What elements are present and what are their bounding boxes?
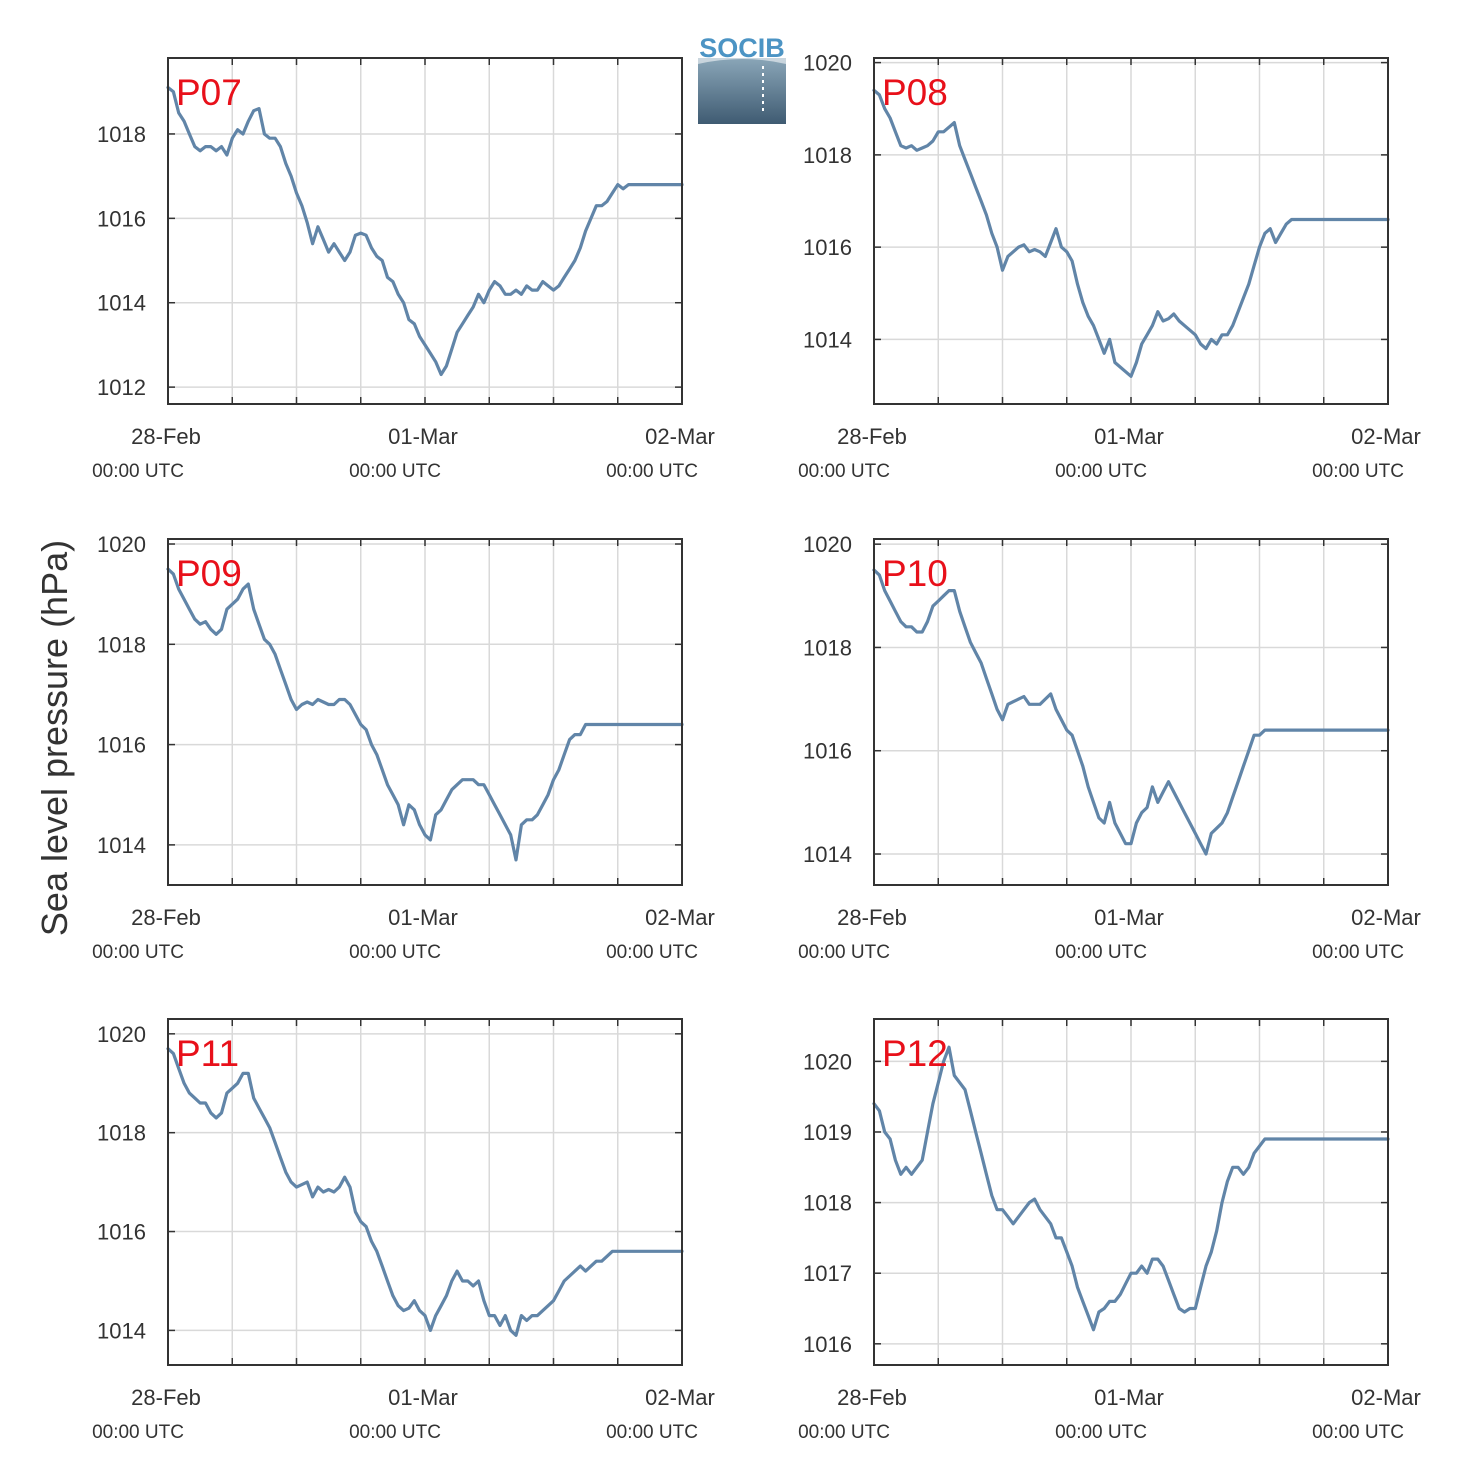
y-tick-label: 1014: [97, 1318, 146, 1343]
x-tick-sublabel: 00:00 UTC: [1055, 461, 1147, 482]
y-tick-label: 1020: [97, 1022, 146, 1047]
x-tick-sublabel: 00:00 UTC: [798, 1422, 890, 1443]
y-tick-label: 1016: [803, 739, 852, 764]
x-tick-sublabel: 00:00 UTC: [349, 942, 441, 963]
y-tick-label: 1018: [803, 635, 852, 660]
panel-p12: 1016 1017 1018 1019 1020 28-Feb 00:00 UTC 01-Ma…: [798, 1018, 1421, 1443]
y-tick-label: 1017: [803, 1261, 852, 1286]
x-tick-label: 02-Mar: [1351, 1385, 1421, 1410]
x-tick-label: 02-Mar: [645, 424, 715, 449]
station-label: P11: [176, 1033, 239, 1074]
socib-logo: SOCIB: [698, 33, 786, 124]
y-tick-label: 1020: [803, 51, 852, 76]
logo-text: SOCIB: [699, 33, 785, 63]
x-tick-sublabel: 00:00 UTC: [349, 1422, 441, 1443]
series-line: [872, 568, 1390, 856]
x-tick-label: 02-Mar: [645, 905, 715, 930]
x-tick-label: 28-Feb: [131, 1385, 201, 1410]
x-tick-sublabel: 00:00 UTC: [606, 942, 698, 963]
station-label: P07: [176, 72, 242, 113]
station-label: P12: [882, 1033, 948, 1074]
y-tick-label: 1016: [803, 1332, 852, 1357]
y-axis-label: Sea level pressure (hPa): [34, 540, 75, 936]
plot-frame: [167, 57, 683, 405]
x-tick-sublabel: 00:00 UTC: [606, 1422, 698, 1443]
x-tick-label: 28-Feb: [837, 905, 907, 930]
x-tick-sublabel: 00:00 UTC: [798, 461, 890, 482]
series-line: [872, 88, 1390, 378]
x-tick-sublabel: 00:00 UTC: [1055, 942, 1147, 963]
y-tick-label: 1016: [803, 235, 852, 260]
plot-frame: [167, 1018, 683, 1366]
y-tick-label: 1019: [803, 1120, 852, 1145]
y-tick-label: 1018: [97, 632, 146, 657]
x-tick-sublabel: 00:00 UTC: [92, 942, 184, 963]
x-tick-label: 02-Mar: [1351, 424, 1421, 449]
x-tick-label: 02-Mar: [645, 1385, 715, 1410]
y-tick-label: 1018: [97, 122, 146, 147]
x-tick-label: 28-Feb: [837, 1385, 907, 1410]
x-tick-label: 01-Mar: [1094, 424, 1164, 449]
y-tick-label: 1018: [803, 1191, 852, 1216]
y-tick-label: 1016: [97, 206, 146, 231]
plot-frame: [873, 1018, 1389, 1366]
x-tick-label: 28-Feb: [131, 424, 201, 449]
x-tick-sublabel: 00:00 UTC: [1312, 1422, 1404, 1443]
y-tick-label: 1020: [97, 532, 146, 557]
panel-p11: 1014 1016 1018 1020 28-Feb 00:00 UTC 01-Mar 00:…: [92, 1018, 715, 1443]
x-tick-sublabel: 00:00 UTC: [1312, 942, 1404, 963]
plot-frame: [167, 538, 683, 886]
x-tick-label: 02-Mar: [1351, 905, 1421, 930]
panel-p08: 1014 1016 1018 1020 28-Feb 00:00 UTC 01-Mar 00:…: [798, 51, 1421, 482]
y-tick-label: 1012: [97, 375, 146, 400]
x-tick-sublabel: 00:00 UTC: [92, 1422, 184, 1443]
x-tick-label: 01-Mar: [1094, 905, 1164, 930]
series-line: [166, 1047, 684, 1337]
y-tick-label: 1020: [803, 532, 852, 557]
y-tick-label: 1014: [803, 327, 852, 352]
x-tick-label: 01-Mar: [388, 905, 458, 930]
series-line: [872, 1045, 1390, 1332]
y-tick-label: 1014: [97, 291, 146, 316]
y-tick-label: 1014: [803, 842, 852, 867]
x-tick-sublabel: 00:00 UTC: [349, 461, 441, 482]
y-tick-label: 1020: [803, 1049, 852, 1074]
y-tick-label: 1014: [97, 833, 146, 858]
panel-p09: 1014 1016 1018 1020 28-Feb 00:00 UTC 01-Mar 00:…: [92, 532, 715, 963]
x-tick-sublabel: 00:00 UTC: [1312, 461, 1404, 482]
y-tick-label: 1018: [97, 1121, 146, 1146]
x-tick-sublabel: 00:00 UTC: [798, 942, 890, 963]
x-tick-label: 01-Mar: [388, 1385, 458, 1410]
station-label: P09: [176, 553, 242, 594]
x-tick-sublabel: 00:00 UTC: [606, 461, 698, 482]
x-tick-label: 01-Mar: [388, 424, 458, 449]
x-tick-label: 28-Feb: [131, 905, 201, 930]
station-label: P08: [882, 72, 948, 113]
y-tick-label: 1018: [803, 143, 852, 168]
x-tick-sublabel: 00:00 UTC: [92, 461, 184, 482]
series-line: [166, 567, 684, 862]
y-tick-label: 1016: [97, 1220, 146, 1245]
series-line: [166, 85, 684, 377]
panel-p07: 1012 1014 1016 1018 28-Feb 00:00 UTC 01-Mar 00:…: [92, 57, 715, 482]
panel-p10: 1014 1016 1018 1020 28-Feb 00:00 UTC 01-Mar 00:…: [798, 532, 1421, 963]
x-tick-label: 28-Feb: [837, 424, 907, 449]
x-tick-label: 01-Mar: [1094, 1385, 1164, 1410]
x-tick-sublabel: 00:00 UTC: [1055, 1422, 1147, 1443]
plot-frame: [873, 538, 1389, 886]
plot-frame: [873, 57, 1389, 405]
station-label: P10: [882, 553, 948, 594]
y-tick-label: 1016: [97, 733, 146, 758]
